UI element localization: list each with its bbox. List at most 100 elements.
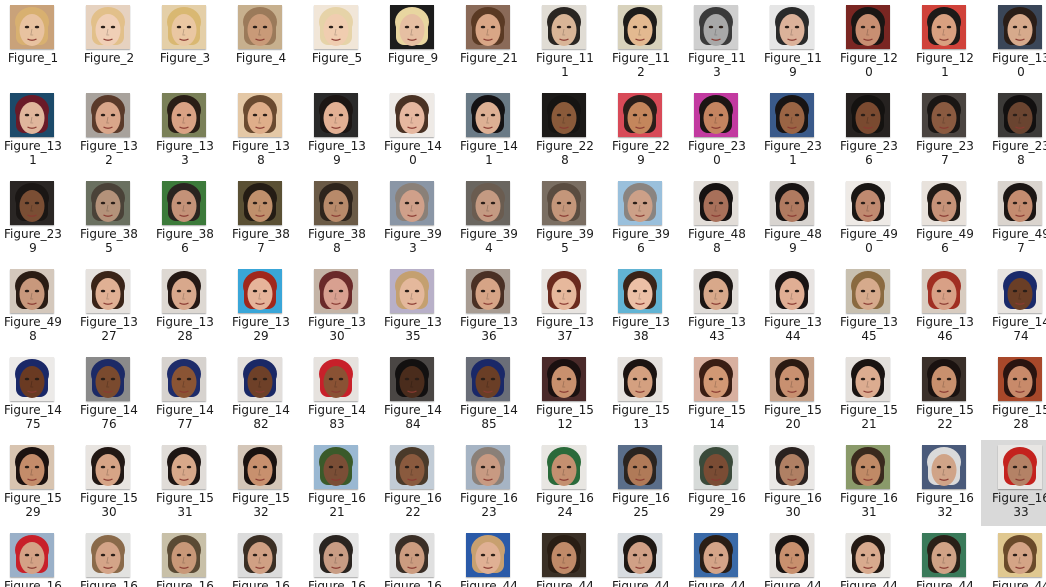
file-item[interactable]: Figure_5 <box>304 0 370 86</box>
file-item[interactable]: Figure_14 77 <box>152 352 218 438</box>
file-item[interactable]: Figure_9 <box>380 0 446 86</box>
file-item[interactable]: Figure_49 8 <box>0 264 66 350</box>
file-item[interactable]: Figure_13 9 <box>304 88 370 174</box>
file-item[interactable]: Figure_44 <box>912 528 978 587</box>
file-item[interactable]: Figure_13 1 <box>0 88 66 174</box>
file-item[interactable]: Figure_15 21 <box>836 352 902 438</box>
file-item[interactable]: Figure_49 7 <box>988 176 1046 262</box>
file-item[interactable]: Figure_13 38 <box>608 264 674 350</box>
file-item[interactable]: Figure_48 9 <box>760 176 826 262</box>
file-item[interactable]: Figure_23 0 <box>684 88 750 174</box>
face-photo-icon <box>922 269 966 313</box>
file-item[interactable]: Figure_14 83 <box>304 352 370 438</box>
file-item[interactable]: Figure_22 8 <box>532 88 598 174</box>
file-item[interactable]: Figure_13 35 <box>380 264 446 350</box>
file-item[interactable]: Figure_38 5 <box>76 176 142 262</box>
file-item[interactable]: Figure_16 <box>152 528 218 587</box>
file-item[interactable]: Figure_14 75 <box>0 352 66 438</box>
file-item[interactable]: Figure_15 22 <box>912 352 978 438</box>
file-item[interactable]: Figure_16 25 <box>608 440 674 526</box>
file-item[interactable]: Figure_4 <box>228 0 294 86</box>
file-item[interactable]: Figure_49 6 <box>912 176 978 262</box>
file-item[interactable]: Figure_44 <box>532 528 598 587</box>
file-item[interactable]: Figure_16 <box>0 528 66 587</box>
file-item[interactable]: Figure_23 7 <box>912 88 978 174</box>
file-item[interactable]: Figure_16 21 <box>304 440 370 526</box>
file-item[interactable]: Figure_44 <box>836 528 902 587</box>
file-item[interactable]: Figure_13 3 <box>152 88 218 174</box>
file-item[interactable]: Figure_13 46 <box>912 264 978 350</box>
file-item[interactable]: Figure_13 28 <box>152 264 218 350</box>
file-item[interactable]: Figure_12 0 <box>836 0 902 86</box>
file-item[interactable]: Figure_14 74 <box>988 264 1046 350</box>
file-item[interactable]: Figure_13 2 <box>76 88 142 174</box>
file-item[interactable]: Figure_2 <box>76 0 142 86</box>
file-item[interactable]: Figure_14 84 <box>380 352 446 438</box>
file-item[interactable]: Figure_13 36 <box>456 264 522 350</box>
file-item[interactable]: Figure_15 13 <box>608 352 674 438</box>
file-item[interactable]: Figure_13 43 <box>684 264 750 350</box>
file-item[interactable]: Figure_15 14 <box>684 352 750 438</box>
file-item[interactable]: Figure_14 0 <box>380 88 446 174</box>
file-item[interactable]: Figure_11 2 <box>608 0 674 86</box>
file-item[interactable]: Figure_16 29 <box>684 440 750 526</box>
file-item[interactable]: Figure_12 1 <box>912 0 978 86</box>
file-item[interactable]: Figure_38 7 <box>228 176 294 262</box>
file-item[interactable]: Figure_23 6 <box>836 88 902 174</box>
file-item[interactable]: Figure_15 28 <box>988 352 1046 438</box>
file-item[interactable]: Figure_39 3 <box>380 176 446 262</box>
file-item[interactable]: Figure_15 12 <box>532 352 598 438</box>
file-item[interactable]: Figure_16 23 <box>456 440 522 526</box>
file-item[interactable]: Figure_23 8 <box>988 88 1046 174</box>
file-item[interactable]: Figure_14 76 <box>76 352 142 438</box>
file-item[interactable]: Figure_44 <box>684 528 750 587</box>
thumbnail-image <box>238 269 282 313</box>
file-item[interactable]: Figure_44 <box>456 528 522 587</box>
file-item[interactable]: Figure_13 0 <box>988 0 1046 86</box>
file-item[interactable]: Figure_21 <box>456 0 522 86</box>
file-item[interactable]: Figure_16 <box>76 528 142 587</box>
file-item[interactable]: Figure_15 30 <box>76 440 142 526</box>
file-item[interactable]: Figure_13 45 <box>836 264 902 350</box>
file-item[interactable]: Figure_3 <box>152 0 218 86</box>
file-item[interactable]: Figure_13 37 <box>532 264 598 350</box>
file-item[interactable]: Figure_16 32 <box>912 440 978 526</box>
file-item[interactable]: Figure_39 4 <box>456 176 522 262</box>
file-item[interactable]: Figure_23 9 <box>0 176 66 262</box>
file-item[interactable]: Figure_15 32 <box>228 440 294 526</box>
file-item[interactable]: Figure_15 29 <box>0 440 66 526</box>
file-item[interactable]: Figure_1 <box>0 0 66 86</box>
file-item[interactable]: Figure_11 1 <box>532 0 598 86</box>
file-item[interactable]: Figure_44 <box>608 528 674 587</box>
file-item[interactable]: Figure_48 8 <box>684 176 750 262</box>
file-item[interactable]: Figure_15 31 <box>152 440 218 526</box>
file-item[interactable]: Figure_14 1 <box>456 88 522 174</box>
file-item[interactable]: Figure_44 <box>988 528 1046 587</box>
file-item[interactable]: Figure_16 22 <box>380 440 446 526</box>
file-item[interactable]: Figure_16 24 <box>532 440 598 526</box>
file-item[interactable]: Figure_16 31 <box>836 440 902 526</box>
file-item[interactable]: Figure_49 0 <box>836 176 902 262</box>
file-item[interactable]: Figure_13 30 <box>304 264 370 350</box>
file-item[interactable]: Figure_44 <box>760 528 826 587</box>
file-item[interactable]: Figure_16 <box>228 528 294 587</box>
file-item[interactable]: Figure_16 33 <box>981 440 1046 526</box>
file-item[interactable]: Figure_23 1 <box>760 88 826 174</box>
file-item[interactable]: Figure_13 8 <box>228 88 294 174</box>
file-item[interactable]: Figure_13 29 <box>228 264 294 350</box>
file-item[interactable]: Figure_14 82 <box>228 352 294 438</box>
file-item[interactable]: Figure_38 6 <box>152 176 218 262</box>
file-item[interactable]: Figure_11 3 <box>684 0 750 86</box>
file-item[interactable]: Figure_16 30 <box>760 440 826 526</box>
file-item[interactable]: Figure_38 8 <box>304 176 370 262</box>
file-item[interactable]: Figure_13 44 <box>760 264 826 350</box>
file-item[interactable]: Figure_39 6 <box>608 176 674 262</box>
file-item[interactable]: Figure_22 9 <box>608 88 674 174</box>
file-item[interactable]: Figure_39 5 <box>532 176 598 262</box>
file-item[interactable]: Figure_14 85 <box>456 352 522 438</box>
file-item[interactable]: Figure_16 <box>380 528 446 587</box>
file-item[interactable]: Figure_16 <box>304 528 370 587</box>
file-item[interactable]: Figure_15 20 <box>760 352 826 438</box>
file-item[interactable]: Figure_13 27 <box>76 264 142 350</box>
file-item[interactable]: Figure_11 9 <box>760 0 826 86</box>
